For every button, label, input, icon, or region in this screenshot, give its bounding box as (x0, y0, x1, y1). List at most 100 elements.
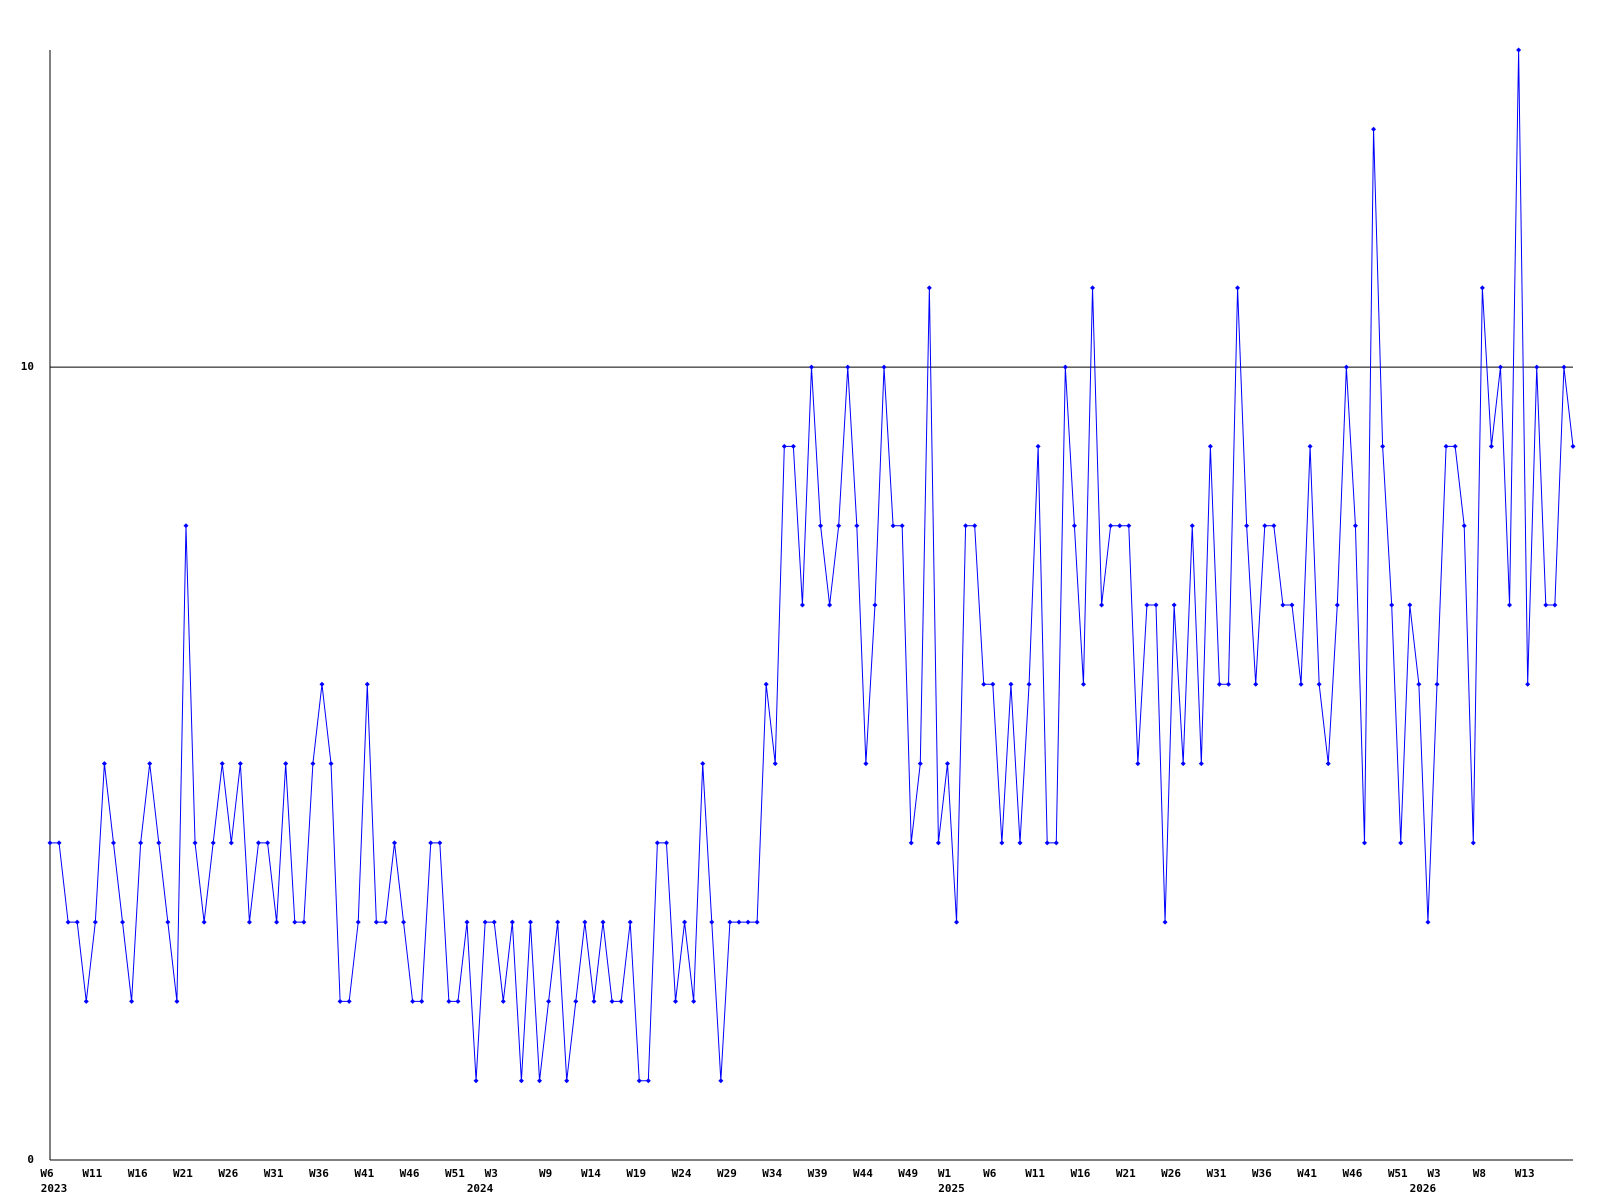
data-point (600, 919, 606, 925)
data-point (890, 523, 896, 529)
data-point (1126, 523, 1132, 529)
data-point (818, 523, 824, 529)
data-point (809, 364, 814, 370)
data-point (935, 840, 941, 846)
data-point (219, 761, 225, 767)
data-point (1443, 443, 1449, 449)
data-point (1171, 602, 1177, 608)
data-point (1543, 602, 1549, 608)
data-point (990, 681, 996, 687)
data-point (1235, 285, 1241, 291)
data-point (147, 761, 153, 767)
data-point (500, 998, 506, 1004)
data-point (156, 840, 162, 846)
data-point (1479, 285, 1485, 291)
data-point (1398, 840, 1404, 846)
x-tick-label: W21 (173, 1167, 193, 1180)
data-point (1488, 443, 1494, 449)
data-point (491, 919, 497, 925)
data-point (1207, 443, 1213, 449)
data-point (799, 602, 805, 608)
data-point (56, 840, 62, 846)
data-point (1307, 443, 1313, 449)
year-label: 2025 (938, 1182, 965, 1195)
data-point (92, 919, 98, 925)
data-point (482, 919, 488, 925)
data-point (364, 681, 370, 687)
data-point (328, 761, 334, 767)
y-tick-label: 10 (21, 360, 34, 373)
data-point (700, 761, 706, 767)
data-point (854, 523, 860, 529)
data-point (573, 998, 579, 1004)
y-tick-label: 0 (27, 1153, 34, 1166)
data-point (1099, 602, 1105, 608)
data-point (1425, 919, 1431, 925)
data-point (1180, 761, 1186, 767)
x-tick-label: W14 (581, 1167, 601, 1180)
x-tick-label: W29 (717, 1167, 737, 1180)
data-point (74, 919, 80, 925)
data-point (1244, 523, 1250, 529)
data-point (1090, 285, 1096, 291)
data-point (772, 761, 778, 767)
data-line (50, 49, 1574, 1082)
data-point (1389, 602, 1395, 608)
data-point (1198, 761, 1204, 767)
data-point (1262, 523, 1268, 529)
data-point (582, 919, 588, 925)
x-tick-label: W44 (853, 1167, 873, 1180)
data-point (1371, 126, 1377, 132)
data-point (1325, 761, 1331, 767)
data-point (464, 919, 470, 925)
x-tick-label: W49 (898, 1167, 918, 1180)
data-point (899, 523, 905, 529)
data-point (1343, 364, 1349, 370)
x-tick-label: W41 (354, 1167, 374, 1180)
data-point (845, 364, 851, 370)
data-point (1561, 364, 1567, 370)
data-point (963, 523, 969, 529)
data-point (183, 523, 189, 529)
data-point (1226, 681, 1232, 687)
x-tick-label: W19 (626, 1167, 646, 1180)
x-tick-label: W51 (445, 1167, 465, 1180)
data-point (981, 681, 987, 687)
x-tick-label: W16 (1071, 1167, 1091, 1180)
data-point (1035, 443, 1041, 449)
data-point (428, 840, 434, 846)
data-point (736, 919, 742, 925)
data-point (727, 919, 733, 925)
x-tick-label: W34 (762, 1167, 782, 1180)
data-point (537, 1078, 543, 1084)
data-point (192, 840, 198, 846)
data-point (1407, 602, 1413, 608)
data-point (754, 919, 760, 925)
x-tick-label: W39 (808, 1167, 828, 1180)
data-point (437, 840, 443, 846)
data-point (1280, 602, 1286, 608)
data-point (1062, 364, 1068, 370)
data-point (718, 1078, 724, 1084)
data-point (246, 919, 252, 925)
data-point (346, 998, 352, 1004)
data-point (682, 919, 688, 925)
data-point (691, 998, 697, 1004)
x-tick-label: W6 (40, 1167, 54, 1180)
data-point (1298, 681, 1304, 687)
x-tick-label: W26 (1161, 1167, 1181, 1180)
x-tick-label: W3 (485, 1167, 498, 1180)
data-point (120, 919, 126, 925)
data-point (355, 919, 361, 925)
data-point (790, 443, 796, 449)
data-point (546, 998, 552, 1004)
data-point (455, 998, 461, 1004)
data-point (1135, 761, 1141, 767)
data-point (781, 443, 787, 449)
data-point (1289, 602, 1295, 608)
data-point (129, 998, 135, 1004)
data-point (373, 919, 379, 925)
data-point (138, 840, 144, 846)
data-point (564, 1078, 570, 1084)
data-point (237, 761, 243, 767)
